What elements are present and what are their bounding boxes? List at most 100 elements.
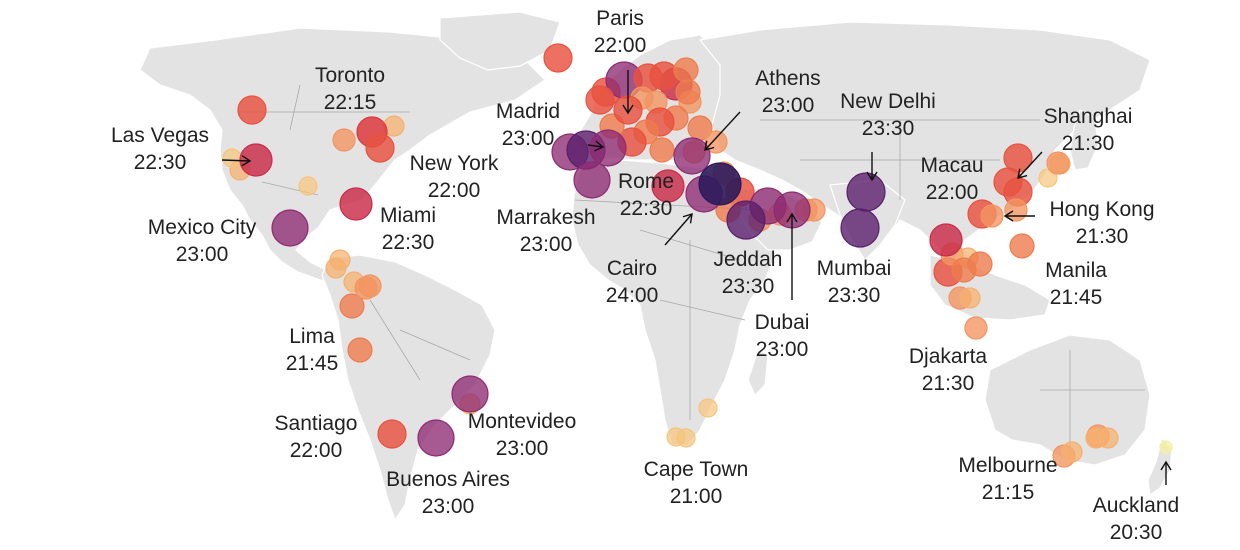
city-dot[interactable] xyxy=(222,148,242,168)
arrowhead-hong-kong xyxy=(1003,210,1014,222)
city-dot-las-vegas[interactable] xyxy=(239,143,273,177)
city-dot-new-york[interactable] xyxy=(365,133,395,163)
madagascar-landmass xyxy=(747,349,769,397)
city-name: Jeddah xyxy=(714,248,783,271)
city-dot[interactable] xyxy=(354,276,378,300)
city-name: Athens xyxy=(755,67,820,90)
city-name: Marrakesh xyxy=(496,206,595,229)
city-label-auckland: Auckland 20:30 xyxy=(1093,494,1179,544)
city-name: Djakarta xyxy=(909,345,988,368)
city-labels-layer: Paris 22:00 Toronto 22:15 Athens 23:00 Madrid 2… xyxy=(111,7,1179,544)
city-dot-hong-kong[interactable] xyxy=(980,204,1004,228)
city-dot-djakarta[interactable] xyxy=(964,316,988,340)
city-dot-montevideo[interactable] xyxy=(451,375,489,413)
city-name: Paris xyxy=(596,7,644,30)
city-dot[interactable] xyxy=(959,287,981,309)
city-time: 23:00 xyxy=(176,243,229,266)
city-label-toronto: Toronto 22:15 xyxy=(315,64,385,114)
city-name: New Delhi xyxy=(840,90,936,113)
city-name: Mexico City xyxy=(148,216,257,239)
city-dot-manila[interactable] xyxy=(1009,233,1035,259)
city-time: 20:30 xyxy=(1110,521,1163,544)
city-time: 21:30 xyxy=(1076,225,1129,248)
city-dot[interactable] xyxy=(237,95,267,125)
city-dot[interactable] xyxy=(332,128,356,152)
leader-line-shanghai xyxy=(1017,151,1043,179)
city-dot-macau[interactable] xyxy=(993,167,1023,197)
city-dot-buenos-aires[interactable] xyxy=(417,419,455,457)
city-dot[interactable] xyxy=(1038,168,1058,188)
city-dot[interactable] xyxy=(704,130,728,154)
city-dot[interactable] xyxy=(967,251,993,277)
city-dot-santiago[interactable] xyxy=(377,419,407,449)
city-dot[interactable] xyxy=(673,57,699,83)
city-time: 22:00 xyxy=(594,34,647,57)
city-label-new-delhi: New Delhi 23:30 xyxy=(840,90,936,140)
city-name: Dubai xyxy=(755,311,810,334)
city-label-athens: Athens 23:00 xyxy=(755,67,820,117)
city-time: 23:00 xyxy=(756,338,809,361)
city-dot[interactable] xyxy=(698,398,718,418)
city-label-madrid: Madrid 23:00 xyxy=(496,100,560,150)
city-dot[interactable] xyxy=(649,137,675,163)
city-dot[interactable] xyxy=(649,61,679,91)
city-label-las-vegas: Las Vegas 22:30 xyxy=(111,124,209,174)
border-line xyxy=(369,299,421,381)
city-time: 21:45 xyxy=(1050,286,1103,309)
city-name: Buenos Aires xyxy=(386,468,510,491)
arrowhead-madrid xyxy=(594,140,605,152)
city-dot-mumbai[interactable] xyxy=(840,208,880,248)
city-name: New York xyxy=(410,152,499,175)
city-dot[interactable] xyxy=(329,249,351,271)
city-time: 23:00 xyxy=(520,233,573,256)
city-dot[interactable] xyxy=(929,223,963,257)
city-dot[interactable] xyxy=(585,85,615,115)
city-dot-rome[interactable] xyxy=(651,169,685,203)
border-line xyxy=(399,329,471,361)
city-dot[interactable] xyxy=(1085,427,1107,449)
city-name: Las Vegas xyxy=(111,124,209,147)
arrowhead-athens xyxy=(704,140,715,151)
city-dot[interactable] xyxy=(339,293,365,319)
city-name: Rome xyxy=(618,170,674,193)
city-dot-mexico-city[interactable] xyxy=(271,209,309,247)
city-dots-layer xyxy=(222,43,1173,468)
city-time: 21:30 xyxy=(1062,132,1115,155)
city-label-lima: Lima 21:45 xyxy=(286,325,339,375)
city-name: Lima xyxy=(289,325,335,348)
japan-landmass xyxy=(1069,109,1099,171)
city-label-cairo: Cairo 24:00 xyxy=(606,257,659,307)
city-label-jeddah: Jeddah 23:30 xyxy=(714,248,783,298)
city-dot-cape-town[interactable] xyxy=(666,427,686,447)
city-dot-shanghai[interactable] xyxy=(1046,151,1070,175)
city-name: Santiago xyxy=(275,412,358,435)
city-dot[interactable] xyxy=(298,176,318,196)
city-name: Cairo xyxy=(607,257,657,280)
city-dot-jeddah[interactable] xyxy=(726,200,766,240)
city-dot-auckland[interactable] xyxy=(1159,440,1173,454)
city-dot-madrid[interactable] xyxy=(589,129,627,167)
city-time: 23:00 xyxy=(422,495,475,518)
city-name: Auckland xyxy=(1093,494,1179,517)
city-time: 23:00 xyxy=(502,127,555,150)
arrowhead-dubai xyxy=(786,212,798,223)
city-time: 22:00 xyxy=(926,181,979,204)
city-label-santiago: Santiago 22:00 xyxy=(275,412,358,462)
city-label-dubai: Dubai 23:00 xyxy=(755,311,810,361)
leader-arrows-layer xyxy=(221,70,1172,485)
city-name: Montevideo xyxy=(468,410,577,433)
city-dot[interactable] xyxy=(675,79,701,105)
city-dot[interactable] xyxy=(543,43,573,73)
city-label-marrakesh: Marrakesh 23:00 xyxy=(496,206,595,256)
city-dot-melbourne[interactable] xyxy=(1061,441,1083,463)
city-dot-new-delhi[interactable] xyxy=(846,172,886,212)
city-dot-athens[interactable] xyxy=(673,137,711,175)
city-time: 22:15 xyxy=(324,91,377,114)
city-time: 22:00 xyxy=(290,439,343,462)
city-time: 21:45 xyxy=(286,352,339,375)
city-dot-cairo[interactable] xyxy=(698,162,742,206)
city-dot-miami[interactable] xyxy=(339,187,373,221)
city-dot-lima[interactable] xyxy=(347,337,373,363)
city-dot-marrakesh[interactable] xyxy=(573,161,611,199)
